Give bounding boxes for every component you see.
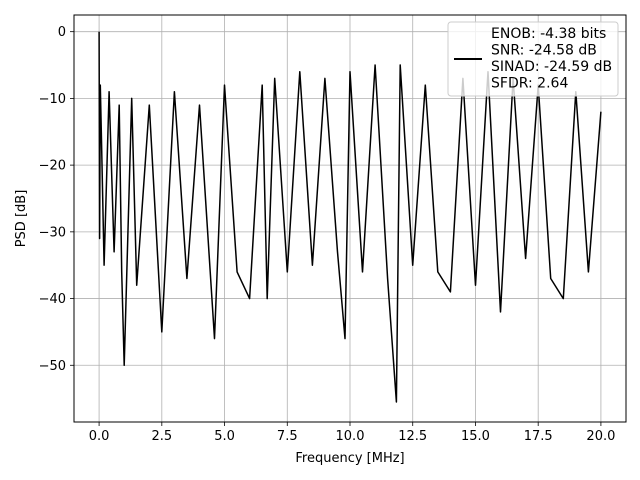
x-tick-label: 15.0	[461, 429, 490, 444]
y-tick-label: −40	[39, 292, 66, 307]
legend-enob: ENOB: -4.38 bits	[491, 26, 606, 42]
x-tick-label: 7.5	[277, 429, 298, 444]
x-tick-label: 10.0	[336, 429, 365, 444]
y-tick-label: 0	[58, 25, 66, 40]
psd-line	[98, 31, 602, 403]
y-axis-ticks: 0 −10 −20 −30 −40 −50	[39, 25, 74, 374]
x-axis-ticks: 0.0 2.5 5.0 7.5 10.0 12.5 15.0 17.5 20.0	[89, 422, 615, 444]
y-tick-label: −50	[39, 359, 66, 374]
x-tick-label: 5.0	[214, 429, 235, 444]
legend: ENOB: -4.38 bits SNR: -24.58 dB SINAD: -…	[447, 21, 619, 97]
x-axis-label: Frequency [MHz]	[295, 451, 404, 466]
grid	[74, 15, 626, 422]
legend-box	[447, 21, 619, 97]
x-tick-label: 20.0	[586, 429, 615, 444]
legend-snr: SNR: -24.58 dB	[491, 43, 597, 59]
y-tick-label: −20	[39, 159, 66, 174]
y-tick-label: −10	[39, 92, 66, 107]
legend-sfdr: SFDR: 2.64	[491, 76, 568, 92]
psd-series	[98, 31, 602, 403]
x-tick-label: 0.0	[89, 429, 110, 444]
y-axis-label: PSD [dB]	[14, 190, 29, 248]
y-tick-label: −30	[39, 225, 66, 240]
x-tick-label: 17.5	[524, 429, 553, 444]
legend-sinad: SINAD: -24.59 dB	[491, 59, 612, 75]
x-tick-label: 12.5	[398, 429, 427, 444]
x-tick-label: 2.5	[151, 429, 172, 444]
